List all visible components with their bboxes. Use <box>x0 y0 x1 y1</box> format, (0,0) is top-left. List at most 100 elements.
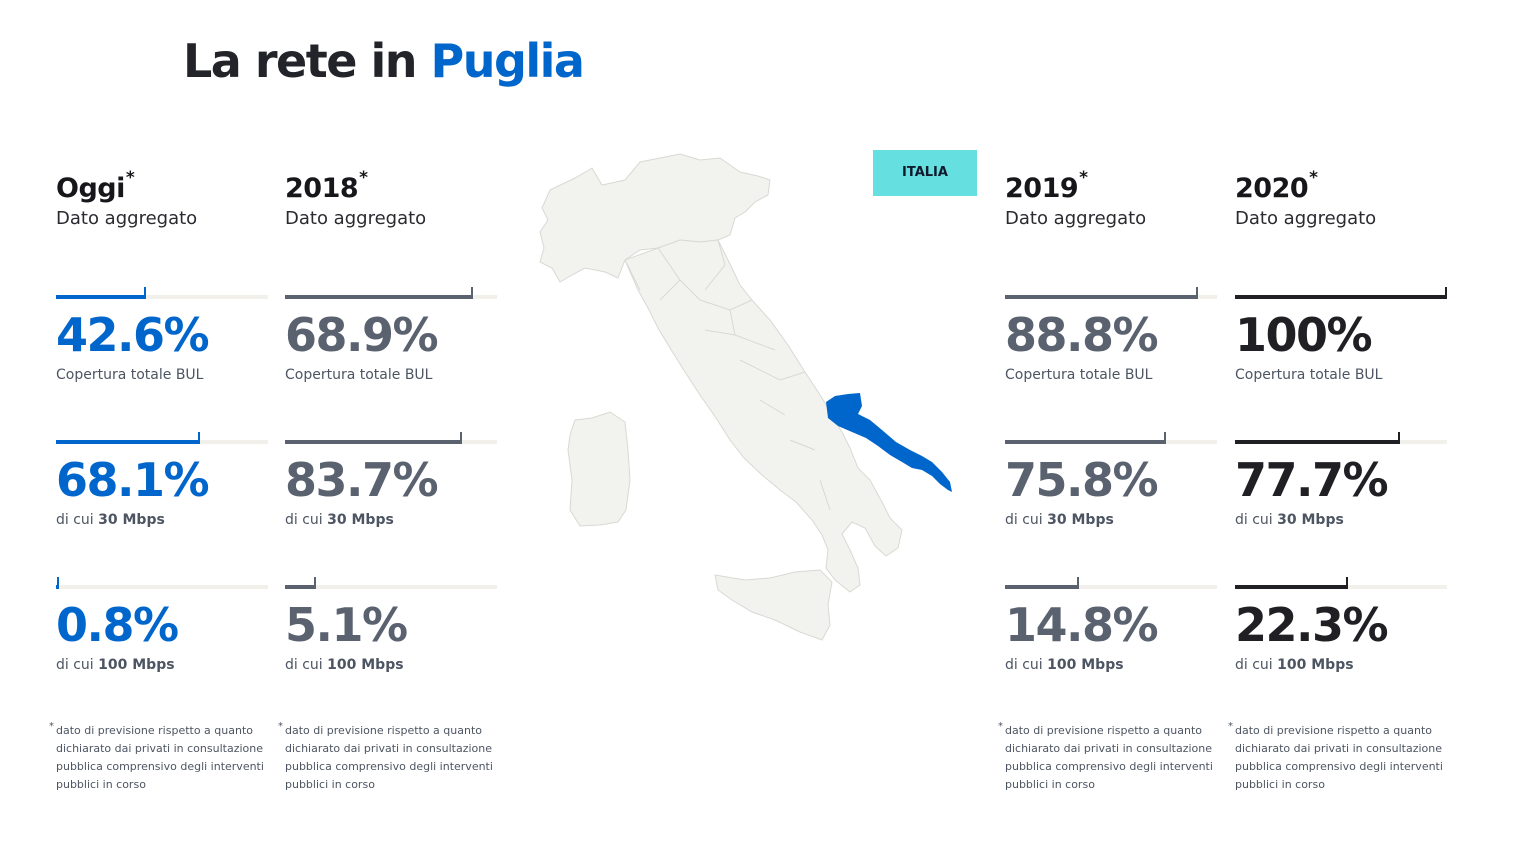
column-year: Oggi <box>56 173 125 204</box>
stat-label-text: di cui <box>1005 657 1048 673</box>
stat-label-text: di cui <box>1235 512 1278 528</box>
stat-label: di cui 30 Mbps <box>1005 512 1219 528</box>
north-italy-shape <box>539 153 771 283</box>
progress-bar <box>1005 577 1217 590</box>
stat-label: di cui 30 Mbps <box>1235 512 1449 528</box>
stat-label-text: di cui <box>56 512 99 528</box>
bar-fill <box>285 295 473 299</box>
column-header: 2018* Dato aggregato <box>285 168 499 232</box>
stat-value: 22.3% <box>1235 598 1389 652</box>
bar-fill <box>1005 585 1079 589</box>
bar-tick <box>1346 577 1348 589</box>
stat-100mbps: 22.3% di cui 100 Mbps <box>1235 577 1449 673</box>
column-year: 2020 <box>1235 173 1309 204</box>
column-header: 2020* Dato aggregato <box>1235 168 1449 232</box>
progress-bar <box>1235 287 1447 300</box>
stat-label-text: di cui <box>285 657 328 673</box>
stat-value: 83.7% <box>285 453 439 507</box>
bar-tick <box>471 287 473 299</box>
stat-label-bold: 30 Mbps <box>1047 512 1114 528</box>
stat-label-bold: 100 Mbps <box>1277 657 1354 673</box>
footnote: * dato di previsione rispetto a quanto di… <box>278 721 499 794</box>
column-header: 2019* Dato aggregato <box>1005 168 1219 232</box>
stat-total-bul: 100% Copertura totale BUL <box>1235 287 1449 383</box>
column-subtitle: Dato aggregato <box>56 208 198 229</box>
bar-tick <box>1164 432 1166 444</box>
stat-label-text: Copertura totale BUL <box>1005 367 1153 383</box>
stat-value: 100% <box>1235 308 1373 362</box>
stat-label: Copertura totale BUL <box>1235 367 1449 383</box>
stat-30mbps: 75.8% di cui 30 Mbps <box>1005 432 1219 528</box>
stat-label-bold: 100 Mbps <box>98 657 175 673</box>
footnote-text: dato di previsione rispetto a quanto dic… <box>1235 724 1443 791</box>
column-2019: 2019* Dato aggregato 88.8% Copertura tot… <box>998 168 1219 791</box>
stat-label-bold: 30 Mbps <box>327 512 394 528</box>
stat-value: 88.8% <box>1005 308 1159 362</box>
stat-value: 77.7% <box>1235 453 1389 507</box>
stat-label: di cui 30 Mbps <box>56 512 270 528</box>
stat-value: 68.1% <box>56 453 210 507</box>
stat-100mbps: 0.8% di cui 100 Mbps <box>56 577 270 673</box>
stat-value: 14.8% <box>1005 598 1159 652</box>
bar-fill <box>56 295 146 299</box>
footnote: * dato di previsione rispetto a quanto di… <box>1228 721 1449 794</box>
bar-fill <box>1005 440 1166 444</box>
italia-toggle-button[interactable]: ITALIA <box>873 150 977 196</box>
stat-30mbps: 83.7% di cui 30 Mbps <box>285 432 499 528</box>
stat-30mbps: 68.1% di cui 30 Mbps <box>56 432 270 528</box>
bar-fill <box>1235 440 1400 444</box>
italy-regions <box>539 153 903 641</box>
bar-tick <box>1077 577 1079 589</box>
stat-label-text: di cui <box>1235 657 1278 673</box>
stat-label: di cui 100 Mbps <box>285 657 499 673</box>
italy-map <box>539 153 952 641</box>
stat-value: 0.8% <box>56 598 179 652</box>
progress-bar <box>56 287 268 300</box>
column-year: 2019 <box>1005 173 1079 204</box>
asterisk: * <box>1309 168 1319 188</box>
bar-tick <box>1445 287 1447 299</box>
stat-label-bold: 100 Mbps <box>1047 657 1124 673</box>
column-subtitle: Dato aggregato <box>1235 208 1377 229</box>
bar-track <box>56 585 268 589</box>
bar-fill <box>1235 585 1348 589</box>
bar-tick <box>1196 287 1198 299</box>
stat-label: Copertura totale BUL <box>1005 367 1219 383</box>
stat-label-text: Copertura totale BUL <box>56 367 204 383</box>
footnote-asterisk: * <box>49 721 54 732</box>
title-prefix: La rete in <box>183 34 417 88</box>
stat-total-bul: 42.6% Copertura totale BUL <box>56 287 270 383</box>
column-header: Oggi* Dato aggregato <box>56 168 270 232</box>
stat-label-bold: 100 Mbps <box>327 657 404 673</box>
bar-fill <box>56 440 200 444</box>
sicily-shape <box>714 569 833 641</box>
progress-bar <box>1235 432 1447 445</box>
stat-total-bul: 88.8% Copertura totale BUL <box>1005 287 1219 383</box>
footnote-asterisk: * <box>998 721 1003 732</box>
stat-100mbps: 14.8% di cui 100 Mbps <box>1005 577 1219 673</box>
bar-tick <box>144 287 146 299</box>
region-border <box>624 239 831 511</box>
asterisk: * <box>359 168 369 188</box>
stat-label-text: Copertura totale BUL <box>285 367 433 383</box>
progress-bar <box>1005 287 1217 300</box>
column-subtitle: Dato aggregato <box>1005 208 1147 229</box>
progress-bar <box>285 577 497 590</box>
bar-tick <box>57 577 59 589</box>
footnote-asterisk: * <box>1228 721 1233 732</box>
bar-track <box>285 585 497 589</box>
stat-value: 68.9% <box>285 308 439 362</box>
column-2018: 2018* Dato aggregato 68.9% Copertura tot… <box>278 168 499 791</box>
bar-tick <box>460 432 462 444</box>
progress-bar <box>285 287 497 300</box>
column-subtitle: Dato aggregato <box>285 208 427 229</box>
stat-label-text: di cui <box>56 657 99 673</box>
sardinia-shape <box>567 411 631 527</box>
stat-100mbps: 5.1% di cui 100 Mbps <box>285 577 499 673</box>
stat-label-text: di cui <box>1005 512 1048 528</box>
progress-bar <box>56 432 268 445</box>
column-2020: 2020* Dato aggregato 100% Copertura tota… <box>1228 168 1449 791</box>
bar-fill <box>1235 295 1447 299</box>
stat-label: Copertura totale BUL <box>285 367 499 383</box>
footnote-text: dato di previsione rispetto a quanto dic… <box>1005 724 1213 791</box>
